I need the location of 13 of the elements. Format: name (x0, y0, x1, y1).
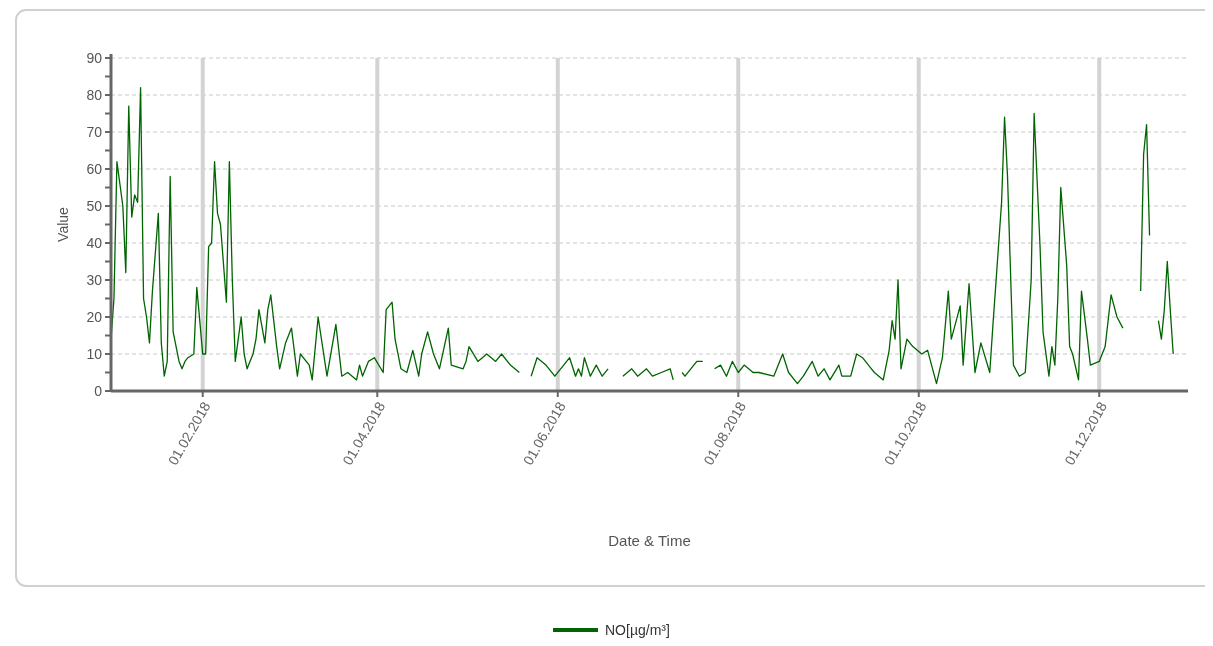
legend-label: NO[µg/m³] (605, 621, 670, 638)
y-tick-label: 80 (86, 86, 103, 103)
y-tick-label: 20 (86, 308, 103, 325)
y-axis-title: Value (55, 206, 71, 242)
y-tick-label: 60 (86, 160, 103, 177)
y-tick-label: 10 (86, 345, 103, 362)
y-tick-label: 90 (86, 49, 103, 66)
y-tick-label: 30 (86, 271, 103, 288)
y-tick-label: 70 (86, 123, 103, 140)
y-tick-label: 0 (94, 382, 103, 399)
x-axis-title: Date & Time (608, 532, 691, 549)
y-tick-label: 40 (86, 234, 103, 251)
y-tick-label: 50 (86, 197, 103, 214)
